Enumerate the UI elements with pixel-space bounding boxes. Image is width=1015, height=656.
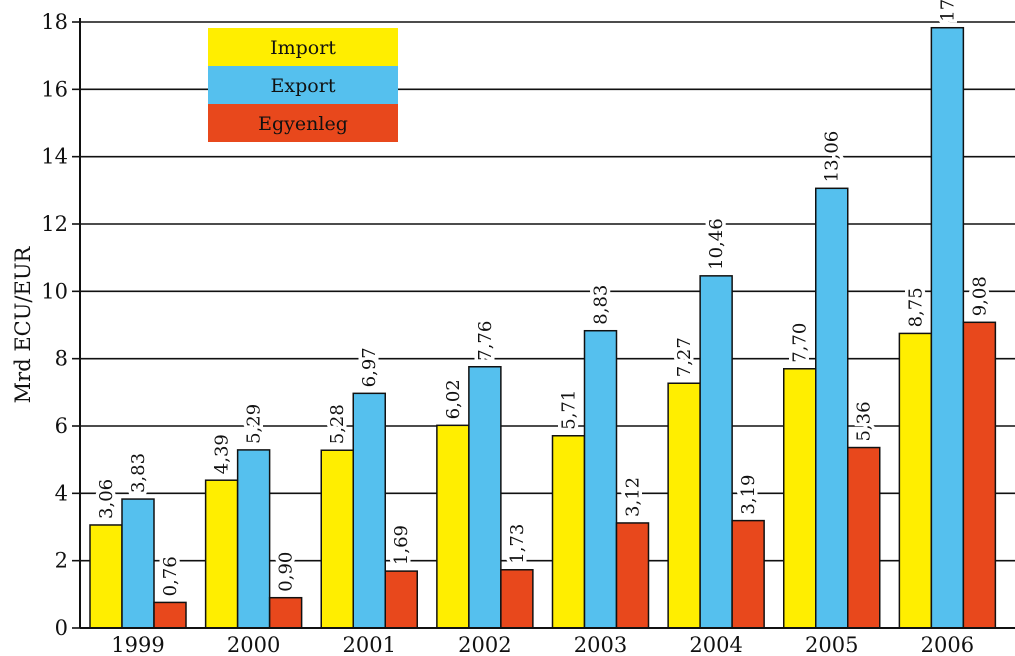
data-label: 7,76	[475, 321, 496, 361]
data-label: 13,06	[822, 131, 843, 183]
bar-export	[121, 498, 155, 629]
data-label: 3,12	[623, 477, 644, 517]
y-tick-label: 16	[41, 77, 68, 101]
data-label: 7,27	[674, 337, 695, 377]
data-label: 1,69	[391, 525, 412, 565]
bar-import	[898, 332, 933, 629]
data-label: 6,97	[359, 347, 380, 387]
y-tick-label: 12	[41, 212, 68, 236]
legend-swatch-export	[208, 66, 398, 104]
data-label: 3,19	[738, 475, 759, 515]
bar-export	[815, 187, 849, 629]
data-label: 5,28	[327, 404, 348, 444]
data-labels: 3,06 3,83 0,76 4,39 5,29 0,90 5,28 6,97 1,69 6,02…	[93, 0, 994, 600]
data-label: 3,83	[128, 453, 149, 493]
bar-import	[667, 382, 701, 629]
y-tick-label: 2	[55, 549, 68, 573]
x-tick-label: 2005	[805, 633, 858, 656]
bar-export	[352, 392, 386, 629]
legend-swatch-egyenleg	[208, 104, 398, 142]
x-tick-label: 1999	[111, 633, 164, 656]
y-tick-label: 10	[41, 279, 68, 303]
bar-egyenleg	[731, 519, 765, 629]
bar-egyenleg	[962, 321, 997, 629]
bars	[89, 26, 997, 629]
data-label: 0,76	[160, 556, 181, 596]
bar-import	[551, 435, 586, 629]
bar-export	[583, 329, 618, 629]
bar-egyenleg	[847, 446, 881, 629]
bar-egyenleg	[153, 601, 187, 629]
x-tick-label: 2006	[921, 633, 974, 656]
data-label: 3,06	[96, 479, 117, 519]
legend-label: Export	[271, 75, 336, 97]
data-label: 10,46	[706, 218, 727, 270]
bar-import	[320, 449, 354, 629]
bar-import	[89, 524, 123, 629]
x-tick-label: 2003	[574, 633, 627, 656]
bar-export	[699, 275, 733, 629]
bar-egyenleg	[384, 570, 418, 629]
data-label: 17,83	[937, 0, 958, 22]
data-label: 5,29	[244, 404, 265, 444]
y-tick-label: 14	[41, 145, 68, 169]
y-tick-label: 4	[55, 481, 68, 505]
x-tick-label: 2001	[343, 633, 396, 656]
data-label: 7,70	[790, 323, 811, 363]
data-label: 6,02	[443, 379, 464, 419]
bar-egyenleg	[615, 522, 650, 629]
bar-egyenleg	[268, 596, 303, 629]
x-tick-label: 2004	[689, 633, 742, 656]
legend-label: Import	[270, 37, 336, 59]
data-label: 1,73	[507, 524, 528, 564]
bar-export	[468, 365, 502, 629]
data-label: 0,90	[276, 552, 297, 592]
data-label: 4,39	[212, 434, 233, 474]
y-tick-label: 18	[41, 10, 68, 34]
data-label: 5,71	[559, 390, 580, 430]
data-label: 9,08	[969, 276, 990, 316]
legend: Import Export Egyenleg	[208, 28, 398, 142]
x-tick-label: 2002	[458, 633, 511, 656]
bar-import	[204, 479, 239, 629]
legend-swatch-import	[208, 28, 398, 66]
data-label: 8,75	[905, 287, 926, 327]
legend-label: Egyenleg	[258, 113, 348, 135]
bar-export	[930, 26, 965, 629]
data-label: 5,36	[854, 401, 875, 441]
y-tick-label: 0	[55, 616, 68, 640]
y-tick-label: 6	[55, 414, 68, 438]
x-tick-label: 2000	[227, 633, 280, 656]
bar-egyenleg	[500, 569, 534, 629]
bar-export	[236, 449, 271, 629]
y-axis-title: Mrd ECU/EUR	[11, 245, 35, 403]
data-label: 8,83	[591, 285, 612, 325]
axes: 0 2 4 6 8 10 12 14 16 18 1999 2000 2001 2002 2003 2004 2…	[41, 10, 1015, 656]
bar-import	[436, 424, 470, 629]
y-tick-label: 8	[55, 347, 68, 371]
bar-import	[783, 368, 817, 629]
